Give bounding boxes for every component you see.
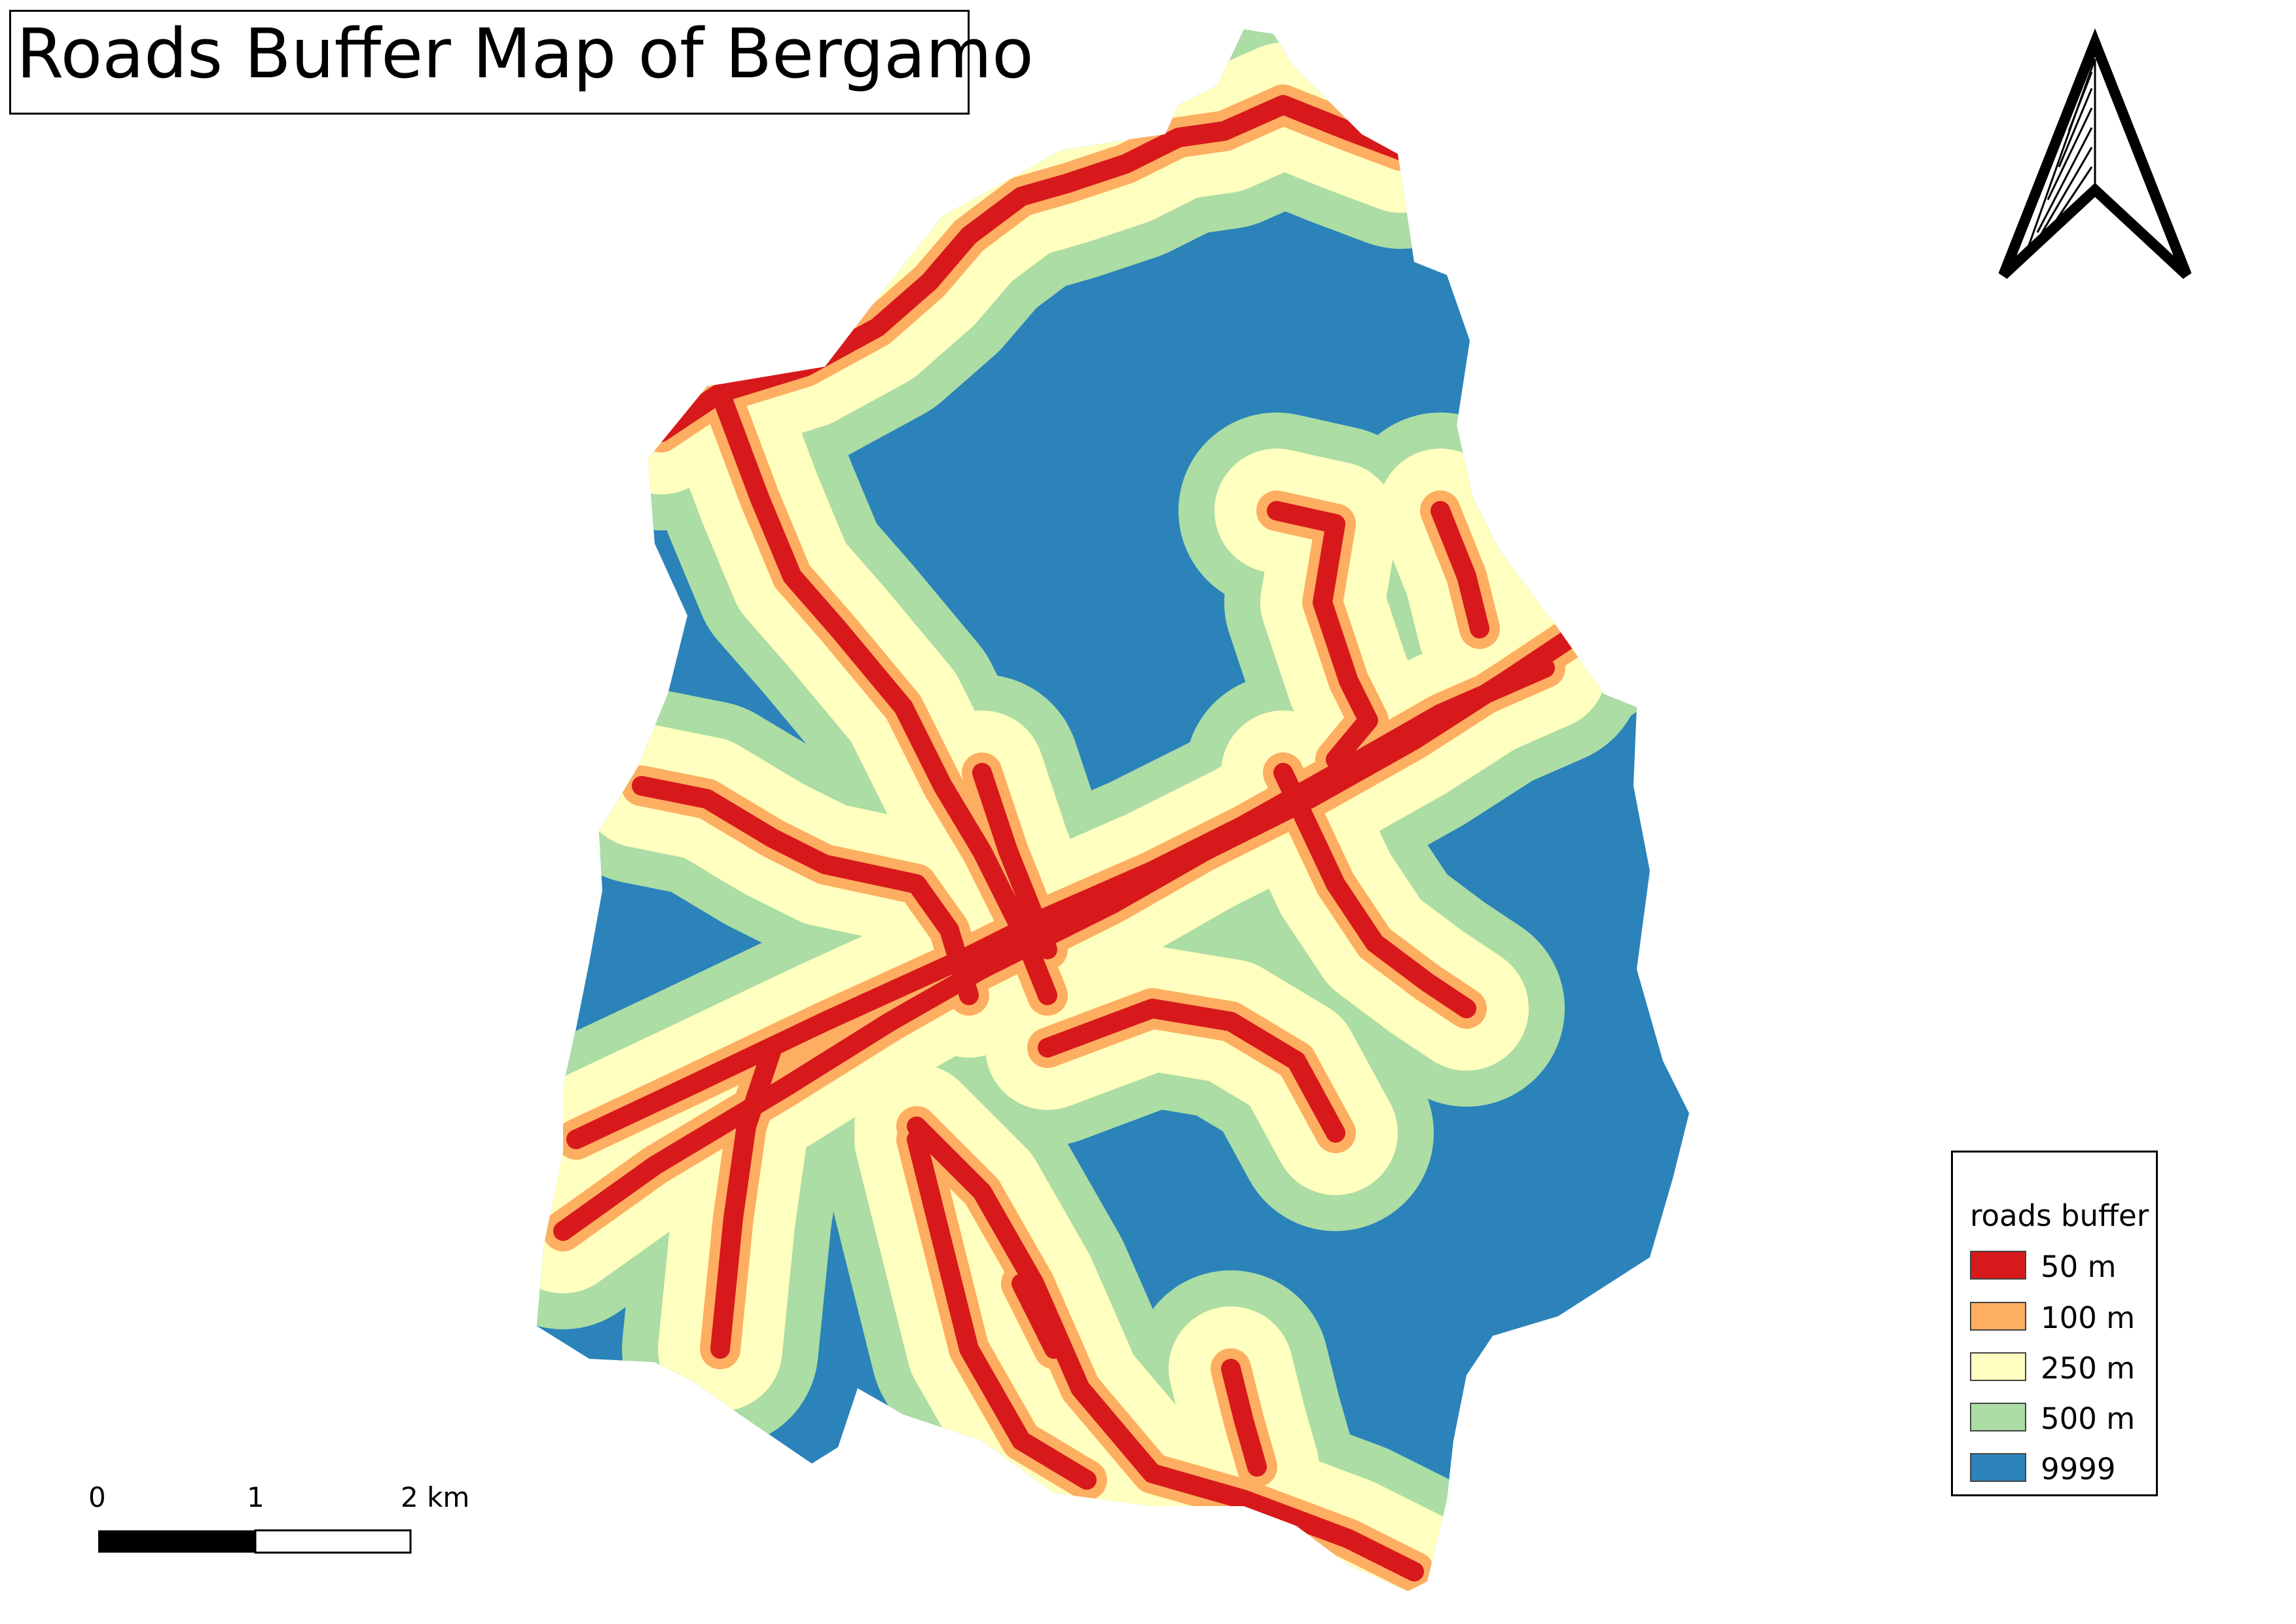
legend-swatch <box>1970 1453 2026 1482</box>
legend-label: 9999 <box>2041 1452 2116 1486</box>
map-title: Roads Buffer Map of Bergamo <box>16 14 1034 94</box>
legend-item-250m: 250 m <box>1970 1351 2153 1390</box>
legend-label: 250 m <box>2041 1351 2136 1386</box>
scale-label-2: 2 km <box>401 1481 470 1513</box>
legend-item-500m: 500 m <box>1970 1401 2153 1441</box>
scale-label-0: 0 <box>88 1481 106 1513</box>
scale-label-1: 1 <box>247 1481 264 1513</box>
legend-swatch <box>1970 1352 2026 1381</box>
legend-swatch <box>1970 1302 2026 1331</box>
scale-bar <box>98 1529 412 1554</box>
legend-item-100m: 100 m <box>1970 1301 2153 1340</box>
legend-swatch <box>1970 1403 2026 1431</box>
legend-item-50m: 50 m <box>1970 1249 2153 1289</box>
legend-label: 50 m <box>2041 1249 2117 1284</box>
map-title-box: Roads Buffer Map of Bergamo <box>9 10 1034 115</box>
legend-title: roads buffer <box>1970 1198 2149 1233</box>
legend-label: 100 m <box>2041 1301 2136 1335</box>
legend: roads buffer 50 m 100 m 250 m 500 m 9999 <box>1951 1151 2158 1496</box>
legend-swatch <box>1970 1251 2026 1280</box>
north-arrow-icon <box>1998 28 2192 279</box>
legend-label: 500 m <box>2041 1401 2136 1436</box>
legend-item-9999: 9999 <box>1970 1452 2153 1491</box>
